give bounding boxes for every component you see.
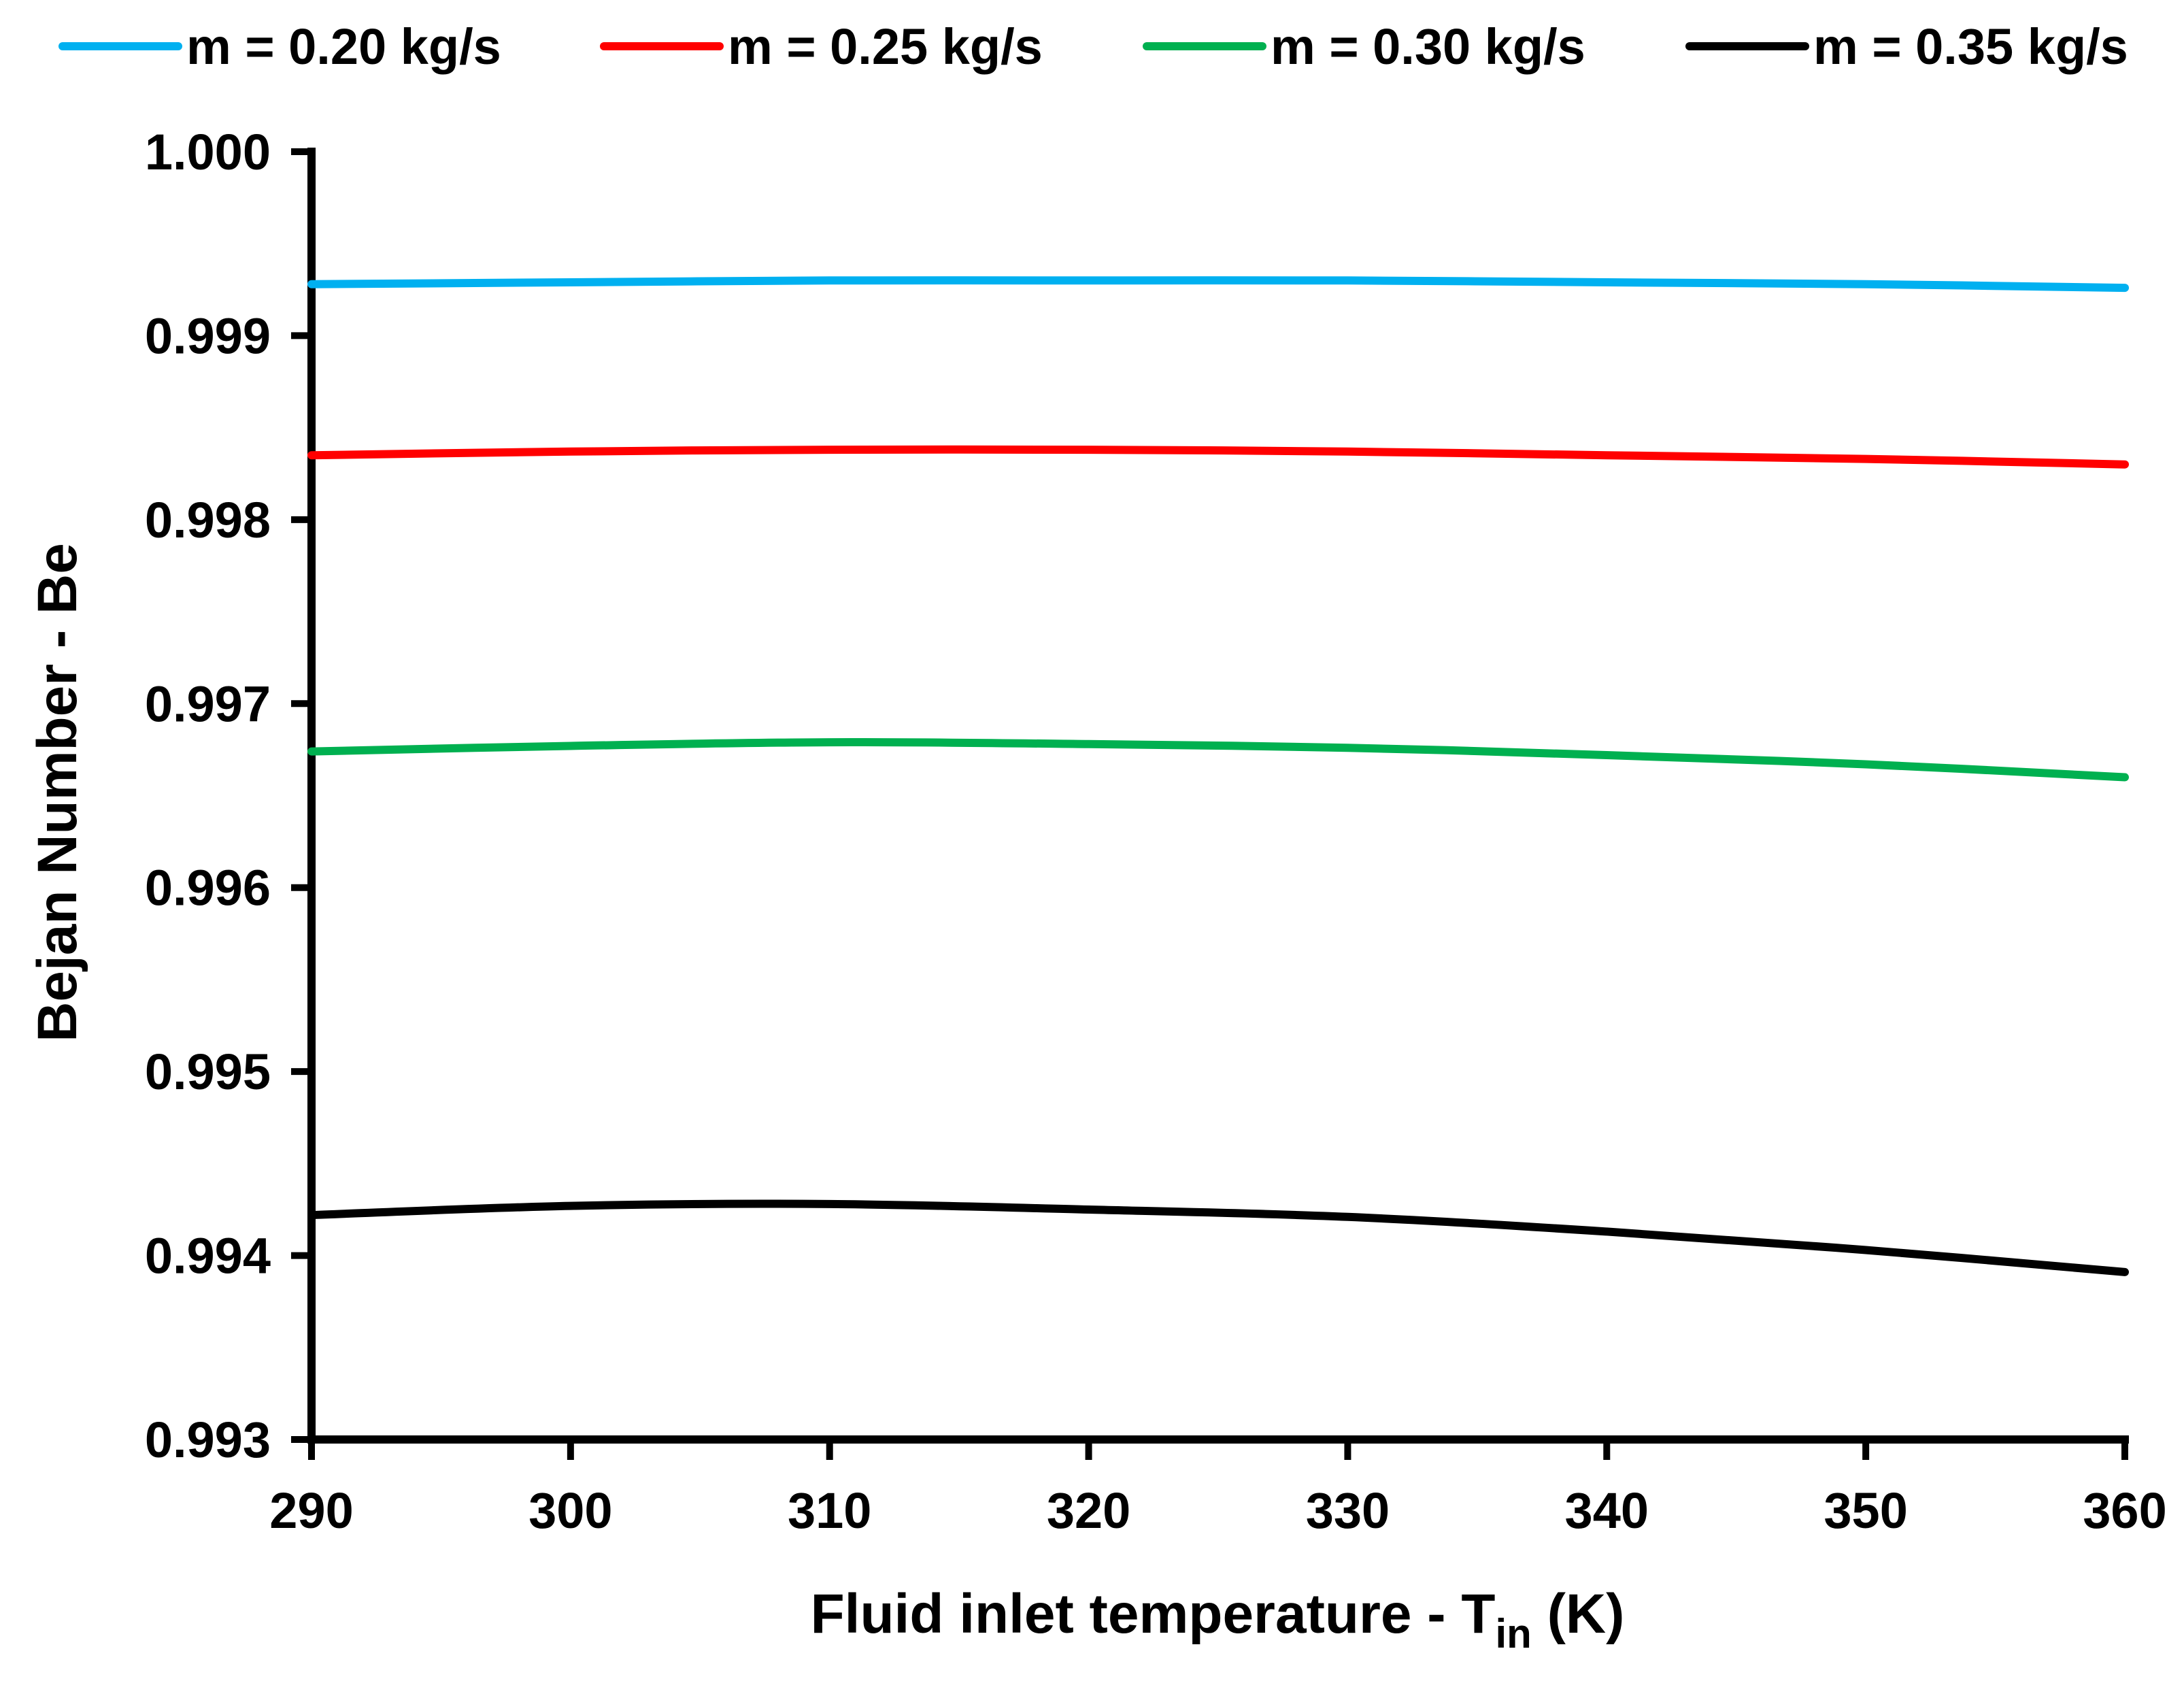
legend-label-1: m = 0.20 kg/s: [186, 18, 501, 75]
x-tick-label: 290: [269, 1482, 353, 1539]
y-tick-label: 0.998: [145, 492, 271, 548]
series-line-4: [307, 1199, 2129, 1276]
x-tick-label: 300: [528, 1482, 612, 1539]
series-line-1: [307, 276, 2129, 293]
series-line-2: [307, 445, 2129, 469]
y-tick-label: 0.995: [145, 1044, 271, 1100]
y-axis-title: Bejan Number - Be: [27, 543, 88, 1042]
y-tick-label: 0.996: [145, 860, 271, 916]
y-tick-label: 1.000: [145, 124, 271, 180]
plot-lines: [307, 276, 2129, 1276]
series-line-3: [307, 738, 2129, 782]
x-axis: 290 300 310 320 330 340 350 360: [269, 1435, 2167, 1539]
y-tick-label: 0.999: [145, 307, 271, 364]
x-axis-title-suffix: (K): [1532, 1583, 1625, 1645]
x-tick-label: 350: [1824, 1482, 1907, 1539]
x-tick-label: 360: [2083, 1482, 2166, 1539]
legend-label-4: m = 0.35 kg/s: [1813, 18, 2128, 75]
x-tick-label: 310: [788, 1482, 871, 1539]
x-axis-title-subscript: in: [1495, 1611, 1531, 1657]
x-tick-label: 340: [1565, 1482, 1649, 1539]
legend: m = 0.20 kg/s m = 0.25 kg/s m = 0.30 kg/s m…: [58, 18, 2128, 75]
x-axis-title: Fluid inlet temperature - Tin (K): [811, 1583, 1625, 1657]
legend-label-3: m = 0.30 kg/s: [1271, 18, 1585, 75]
y-tick-label: 0.993: [145, 1412, 271, 1468]
y-tick-label: 0.997: [145, 676, 271, 732]
x-tick-label: 320: [1047, 1482, 1130, 1539]
y-axis: 0.993 0.994 0.995 0.996 0.997 0.998 0.999 1.000: [145, 124, 316, 1468]
legend-label-2: m = 0.25 kg/s: [728, 18, 1043, 75]
x-tick-label: 330: [1306, 1482, 1390, 1539]
y-tick-label: 0.994: [145, 1228, 271, 1284]
x-axis-title-main: Fluid inlet temperature - T: [811, 1583, 1496, 1645]
